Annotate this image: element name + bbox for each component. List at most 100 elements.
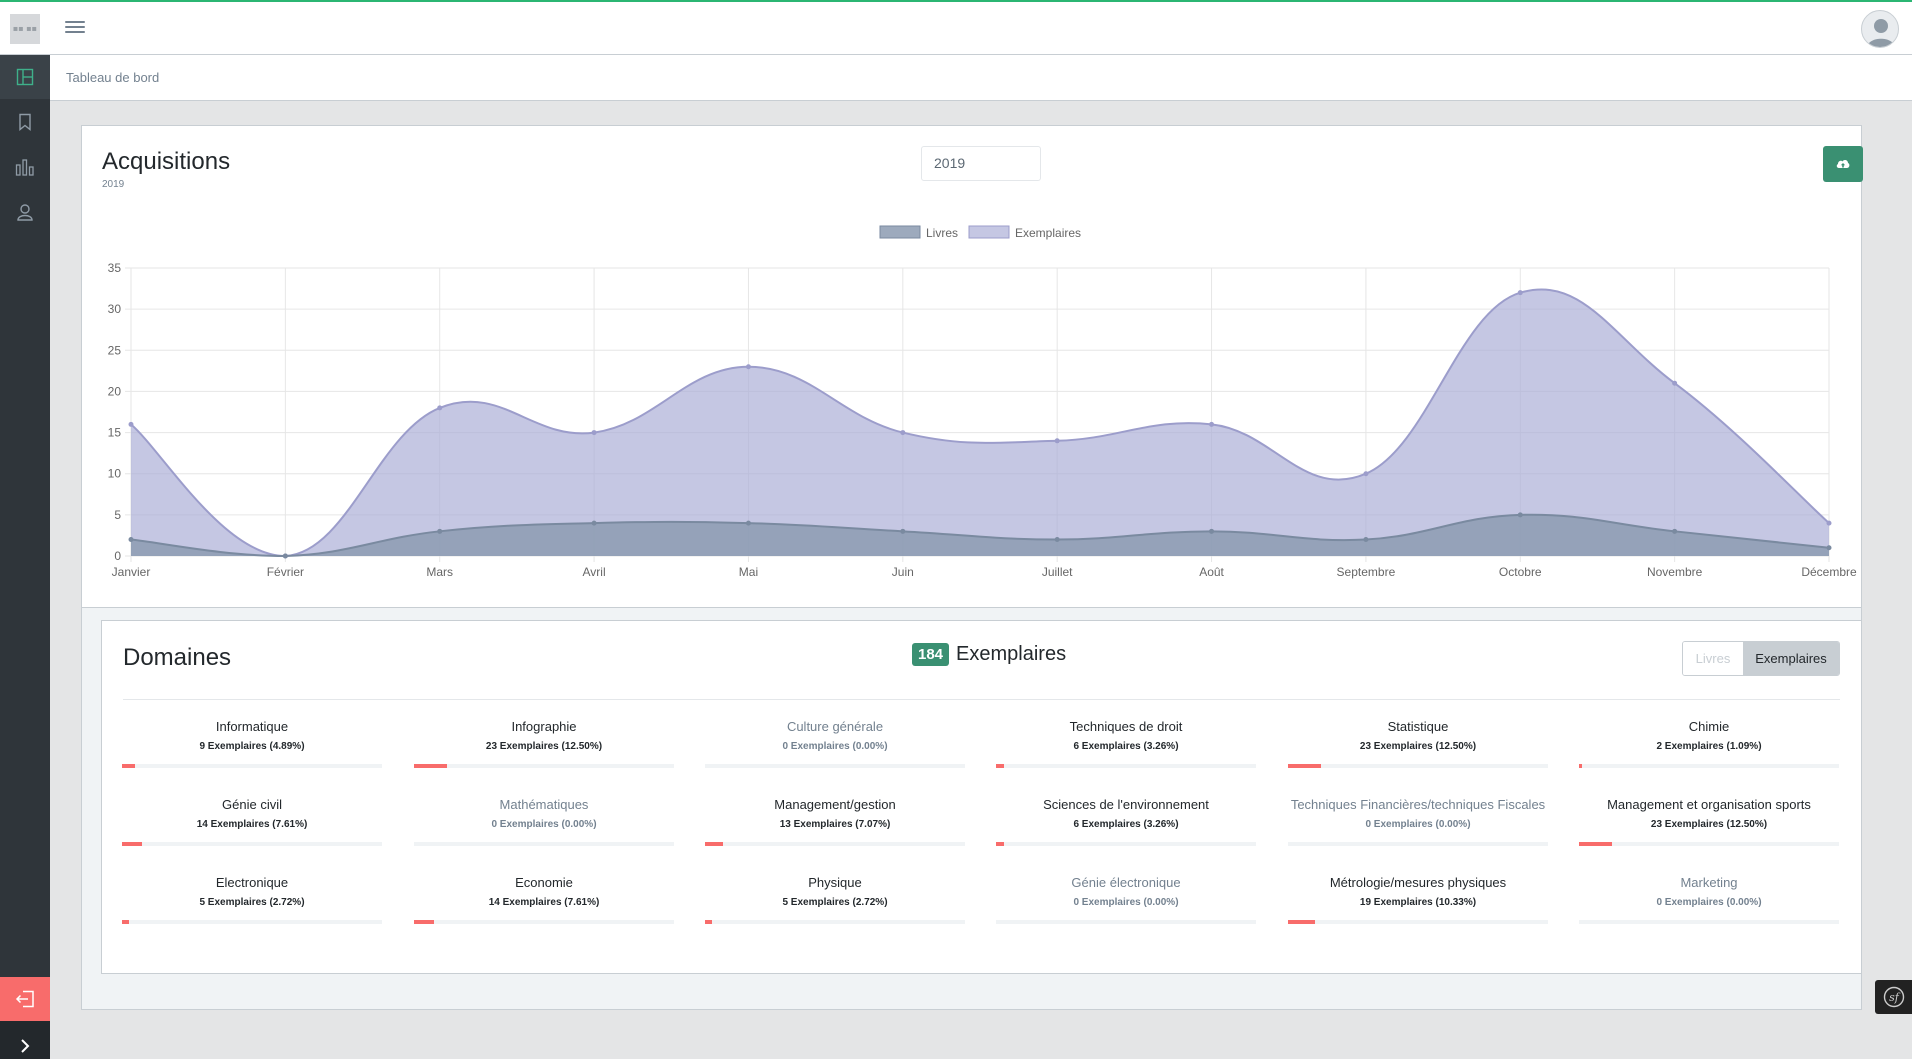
hamburger-icon xyxy=(65,21,85,23)
acquisitions-card: Acquisitions 2019 2019 0 5 10 15 20 25 30 35 Jan… xyxy=(81,125,1863,608)
progress-fill xyxy=(122,920,130,924)
logout-icon xyxy=(15,990,34,1008)
progress-bar xyxy=(1288,764,1548,768)
chevron-right-icon xyxy=(21,1039,30,1053)
view-toggle: Livres Exemplaires xyxy=(1682,641,1840,676)
domaine-name: Infographie xyxy=(511,719,577,734)
data-point-livres xyxy=(900,528,906,534)
domaine-item: Génie électronique 0 Exemplaires (0.00%) xyxy=(996,875,1256,924)
domaine-name: Management et organisation sports xyxy=(1607,797,1811,812)
sidebar-item-bookmarks[interactable] xyxy=(0,100,50,144)
x-tick-label: Décembre xyxy=(1801,565,1857,579)
domaine-name: Culture générale xyxy=(786,719,884,734)
progress-fill xyxy=(705,842,724,846)
x-tick-label: Mars xyxy=(426,565,453,579)
progress-bar xyxy=(414,842,674,846)
x-tick-label: Octobre xyxy=(1499,565,1542,579)
breadcrumb-item-dashboard[interactable]: Tableau de bord xyxy=(66,70,160,85)
domaine-item: Techniques Financières/techniques Fiscal… xyxy=(1288,797,1548,846)
progress-bar xyxy=(1288,920,1548,924)
domaine-name: Marketing xyxy=(1680,875,1738,890)
domaine-name: Economie xyxy=(515,875,573,890)
data-point-livres xyxy=(591,520,597,526)
export-button[interactable] xyxy=(1823,146,1863,182)
domaine-count: 23 Exemplaires (12.50%) xyxy=(1650,819,1768,830)
acquisitions-title: Acquisitions xyxy=(102,148,231,175)
series-area-exemplaires xyxy=(131,289,1829,556)
acquisitions-subtitle: 2019 xyxy=(102,179,125,190)
domaine-count: 13 Exemplaires (7.07%) xyxy=(779,819,891,830)
breadcrumb: Tableau de bord xyxy=(50,55,1912,101)
toggle-livres-button[interactable]: Livres xyxy=(1683,642,1743,675)
data-point-exemplaires xyxy=(1054,438,1060,444)
progress-fill xyxy=(1288,764,1321,768)
domaine-item: Chimie 2 Exemplaires (1.09%) xyxy=(1579,719,1839,768)
progress-bar xyxy=(1579,842,1839,846)
sidebar-toggle-button[interactable] xyxy=(63,18,87,38)
data-point-exemplaires xyxy=(900,430,906,436)
symfony-toolbar-button[interactable]: sf xyxy=(1875,980,1912,1014)
y-tick-label: 35 xyxy=(108,261,122,275)
domaine-item: Management/gestion 13 Exemplaires (7.07%) xyxy=(705,797,965,846)
count-label: Exemplaires xyxy=(956,643,1067,665)
data-point-exemplaires xyxy=(1209,421,1215,427)
x-tick-label: Août xyxy=(1199,565,1224,579)
data-point-exemplaires xyxy=(1517,290,1523,296)
y-tick-label: 5 xyxy=(114,508,121,522)
domaine-item: Culture générale 0 Exemplaires (0.00%) xyxy=(705,719,965,768)
x-tick-label: Avril xyxy=(583,565,606,579)
domaine-count: 14 Exemplaires (7.61%) xyxy=(196,819,308,830)
y-tick-label: 0 xyxy=(114,549,121,563)
x-tick-label: Juillet xyxy=(1042,565,1073,579)
data-point-exemplaires xyxy=(745,364,751,370)
count-badge: 184 xyxy=(912,643,950,666)
sidebar-item-statistics[interactable] xyxy=(0,145,50,189)
domaine-name: Sciences de l'environnement xyxy=(1043,797,1209,812)
progress-bar xyxy=(122,764,382,768)
domaine-count: 0 Exemplaires (0.00%) xyxy=(1365,819,1471,830)
data-point-livres xyxy=(1826,545,1832,551)
progress-bar xyxy=(1579,764,1839,768)
domaine-item: Sciences de l'environnement 6 Exemplaires… xyxy=(996,797,1256,846)
domaine-item: Mathématiques 0 Exemplaires (0.00%) xyxy=(414,797,674,846)
progress-fill xyxy=(996,764,1005,768)
domaine-name: Electronique xyxy=(215,875,289,890)
logout-button[interactable] xyxy=(0,977,50,1021)
domaine-count: 0 Exemplaires (0.00%) xyxy=(1073,897,1179,908)
year-input[interactable]: 2019 xyxy=(921,146,1041,181)
user-icon xyxy=(17,204,33,221)
progress-fill xyxy=(122,764,135,768)
progress-fill xyxy=(414,764,447,768)
x-tick-label: Septembre xyxy=(1337,565,1396,579)
y-tick-label: 20 xyxy=(108,384,122,398)
user-avatar[interactable] xyxy=(1861,10,1899,48)
toggle-exemplaires-button[interactable]: Exemplaires xyxy=(1743,642,1839,675)
progress-fill xyxy=(705,920,713,924)
domaine-count: 19 Exemplaires (10.33%) xyxy=(1359,897,1477,908)
progress-bar xyxy=(122,920,382,924)
y-tick-label: 10 xyxy=(108,467,122,481)
x-tick-label: Juin xyxy=(892,565,914,579)
sidebar-item-dashboard[interactable] xyxy=(0,55,50,99)
domaine-count: 14 Exemplaires (7.61%) xyxy=(488,897,600,908)
bar-chart-icon xyxy=(15,159,34,176)
domaine-count: 23 Exemplaires (12.50%) xyxy=(1359,741,1477,752)
data-point-exemplaires xyxy=(591,430,597,436)
domaine-count: 5 Exemplaires (2.72%) xyxy=(199,897,305,908)
domaine-count: 9 Exemplaires (4.89%) xyxy=(199,741,305,752)
sidebar-item-users[interactable] xyxy=(0,190,50,234)
y-tick-label: 15 xyxy=(108,426,122,440)
domaine-name: Chimie xyxy=(1688,719,1730,734)
data-point-livres xyxy=(128,537,134,543)
domaine-name: Métrologie/mesures physiques xyxy=(1329,875,1507,890)
legend-label-livres: Livres xyxy=(926,226,958,240)
domaine-item: Infographie 23 Exemplaires (12.50%) xyxy=(414,719,674,768)
bookmark-icon xyxy=(19,113,31,131)
data-point-livres xyxy=(745,520,751,526)
domaine-count: 0 Exemplaires (0.00%) xyxy=(491,819,597,830)
sidebar-minimizer-button[interactable] xyxy=(0,1021,50,1059)
app-logo[interactable]: ▪▪ ▪▪ xyxy=(10,14,40,44)
x-tick-label: Février xyxy=(267,565,304,579)
avatar-icon xyxy=(1867,19,1895,47)
progress-fill xyxy=(122,842,142,846)
